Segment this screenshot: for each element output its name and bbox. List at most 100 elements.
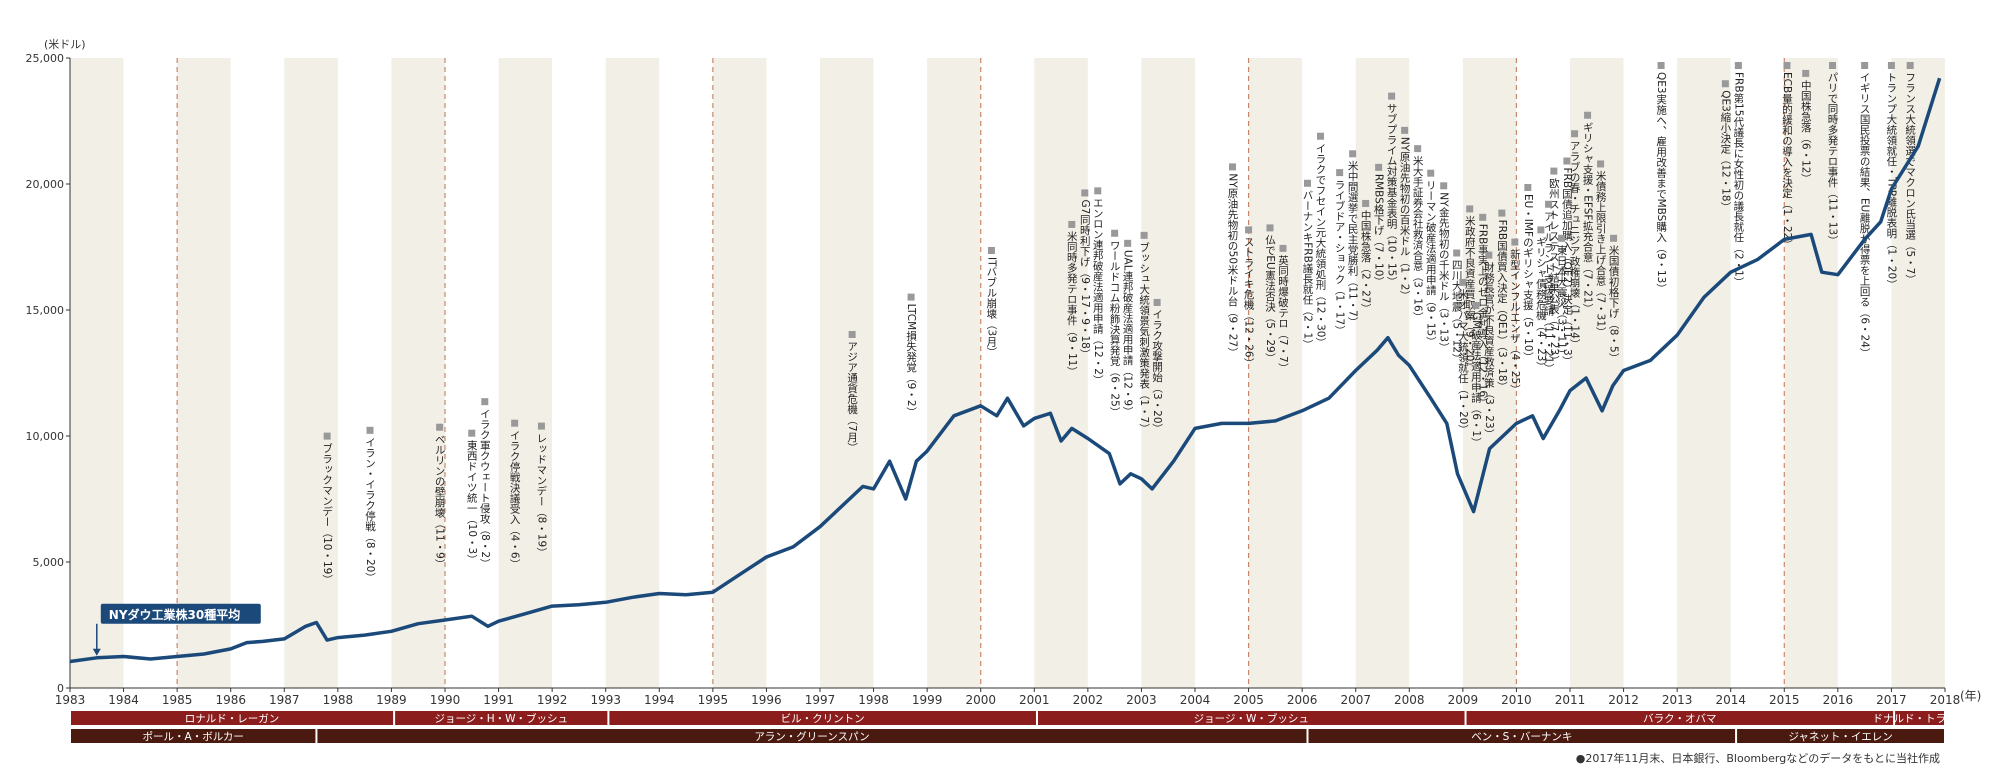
x-tick-label: 1998 [858, 693, 889, 707]
y-tick-label: 20,000 [26, 178, 65, 191]
annotation-label: QE3実施へ、雇用改善までMBS購入（9・13） [1655, 72, 1667, 294]
annotation-marker-square [1427, 169, 1435, 177]
event-annotation: エンロン連邦破産法適用申請（12・2） [1092, 187, 1104, 385]
x-tick-label: 2006 [1287, 693, 1318, 707]
annotation-marker-square [1245, 226, 1253, 234]
annotation-marker-square [1511, 238, 1519, 246]
annotation-label: G7同時利下げ（9・17・9・18） [1079, 199, 1091, 359]
annotation-label: 米オバマ大統領就任（1・20） [1457, 288, 1469, 435]
event-annotation: イラク軍クウェート侵攻（8・2） [479, 398, 491, 569]
x-tick-label: 2014 [1715, 693, 1746, 707]
annotation-label: EU・IMFのギリシャ支援（5・10） [1522, 194, 1534, 362]
annotation-marker-square [1440, 182, 1448, 190]
annotation-marker-square [1829, 62, 1836, 69]
x-axis-unit-label: (年) [1960, 689, 1981, 703]
annotation-label: ギリシャ支援・EFSF拡充合意（7・21） [1582, 122, 1594, 314]
annotation-marker-square [1304, 179, 1311, 187]
fed-chair-bar-rect [317, 729, 1307, 743]
annotation-marker-square [1802, 69, 1810, 77]
president-name: ジョージ・H・W・ブッシュ [434, 712, 568, 725]
event-annotation: サブプライム対策基金表明（10・15） [1386, 92, 1398, 287]
annotation-marker-square [987, 246, 995, 254]
annotation-marker-square [1279, 244, 1287, 252]
x-tick-label: 1988 [323, 693, 354, 707]
event-annotation: イラク停戦決議受入（4・6） [509, 419, 521, 569]
y-tick-label: 10,000 [26, 430, 65, 443]
year-band [391, 58, 445, 688]
source-note: ●2017年11月末、日本銀行、Bloombergなどのデータをもとに当社作成 [1576, 751, 1940, 765]
annotation-label: ライブドア・ショック（1・17） [1334, 179, 1346, 336]
annotation-marker-square [1734, 62, 1742, 69]
annotation-label: パリで同時多発テロ事件（11・13） [1827, 72, 1839, 246]
annotation-label: 東西ドイツ統一（10・3） [466, 439, 478, 565]
annotation-marker-square [1550, 167, 1558, 175]
annotation-marker-square [1479, 213, 1487, 221]
year-band [1087, 58, 1142, 688]
annotation-marker-square [1111, 229, 1119, 237]
y-tick-label: 25,000 [26, 52, 65, 65]
fed-chair-bar: ポール・A・ボルカー [71, 729, 316, 743]
annotation-label: 米国債初格下げ（8・5） [1608, 244, 1620, 363]
annotation-marker-square [1388, 92, 1396, 100]
annotation-marker-square [1657, 62, 1665, 69]
x-tick-label: 2003 [1126, 693, 1157, 707]
president-bar-rect [1037, 711, 1465, 725]
annotation-marker-square [1349, 150, 1357, 158]
annotation-marker-square [1563, 157, 1571, 165]
event-annotation: 米国債初格下げ（8・5） [1608, 234, 1620, 363]
annotation-label: 中国株急落（6・12） [1800, 79, 1812, 184]
annotation-label: アラブの春・チュニジア政権崩壊（1・14） [1569, 140, 1581, 349]
year-band [337, 58, 392, 688]
event-annotation: ストライキ危機（12・26） [1243, 226, 1255, 368]
year-band [284, 58, 338, 688]
series-line [69, 77, 1942, 664]
year-band [1570, 58, 1624, 688]
decade-dividers [176, 58, 1785, 688]
annotation-marker-square [1537, 226, 1545, 234]
annotation-label: ベルリンの壁崩壊（11・9） [434, 434, 446, 570]
annotation-marker-square [511, 419, 519, 427]
event-annotation: EU・IMFのギリシャ支援（5・10） [1522, 183, 1534, 362]
y-tick-label: 5,000 [33, 556, 65, 569]
event-annotation: QE3実施へ、雇用改善までMBS購入（9・13） [1655, 62, 1667, 294]
event-annotation: G7同時利下げ（9・17・9・18） [1079, 189, 1091, 359]
year-band [980, 58, 1035, 688]
start-marker: NYダウ工業株30種平均 [92, 603, 261, 656]
year-band [1355, 58, 1410, 688]
background-bands [70, 58, 1945, 688]
president-bar: ジョージ・H・W・ブッシュ [395, 711, 608, 725]
x-tick-label: 2004 [1180, 693, 1211, 707]
fed-chair-name: ベン・S・バーナンキ [1471, 731, 1572, 743]
year-band [1141, 58, 1195, 688]
event-annotation: ECB量的緩和の導入を決定（1・22） [1781, 62, 1793, 250]
x-tick-label: 1993 [590, 693, 621, 707]
x-tick-label: 2011 [1555, 693, 1586, 707]
year-band [605, 58, 660, 688]
annotation-label: NY原油先物初の50米ドル台（9・27） [1227, 173, 1239, 357]
year-band [873, 58, 928, 688]
fed-chair-name: アラン・グリーンスパン [754, 730, 869, 743]
event-annotation: 英同時爆破テロ（7・7） [1277, 244, 1289, 373]
annotation-marker-square [1414, 145, 1422, 153]
annotation-marker-square [1861, 62, 1869, 69]
president-name: ジョージ・W・ブッシュ [1194, 712, 1309, 725]
event-annotation: イラク攻撃開始（3・20） [1151, 298, 1163, 434]
fed-chair-bar: アラン・グリーンスパン [317, 729, 1307, 743]
event-annotation: FRB第15代議長に女性初の議長就任（2・1） [1732, 62, 1744, 287]
event-annotation: ギリシャ支援・EFSF拡充合意（7・21） [1582, 111, 1594, 314]
annotation-marker-square [1610, 234, 1618, 242]
year-band [552, 58, 606, 688]
annotation-label: NY原油先物初の百米ドル（1・2） [1399, 137, 1411, 301]
annotation-marker-square [1094, 187, 1102, 195]
annotation-marker-square [537, 422, 545, 430]
year-band [445, 58, 499, 688]
year-band [230, 58, 285, 688]
year-band [1195, 58, 1249, 688]
president-bar-rect [71, 711, 394, 725]
president-name: バラク・オバマ [1643, 713, 1716, 725]
event-annotation: アイルランド支援要請（11・21） [1543, 200, 1555, 374]
annotation-label: 中国株急落（2・27） [1360, 209, 1372, 314]
x-tick-label: 1997 [805, 693, 836, 707]
